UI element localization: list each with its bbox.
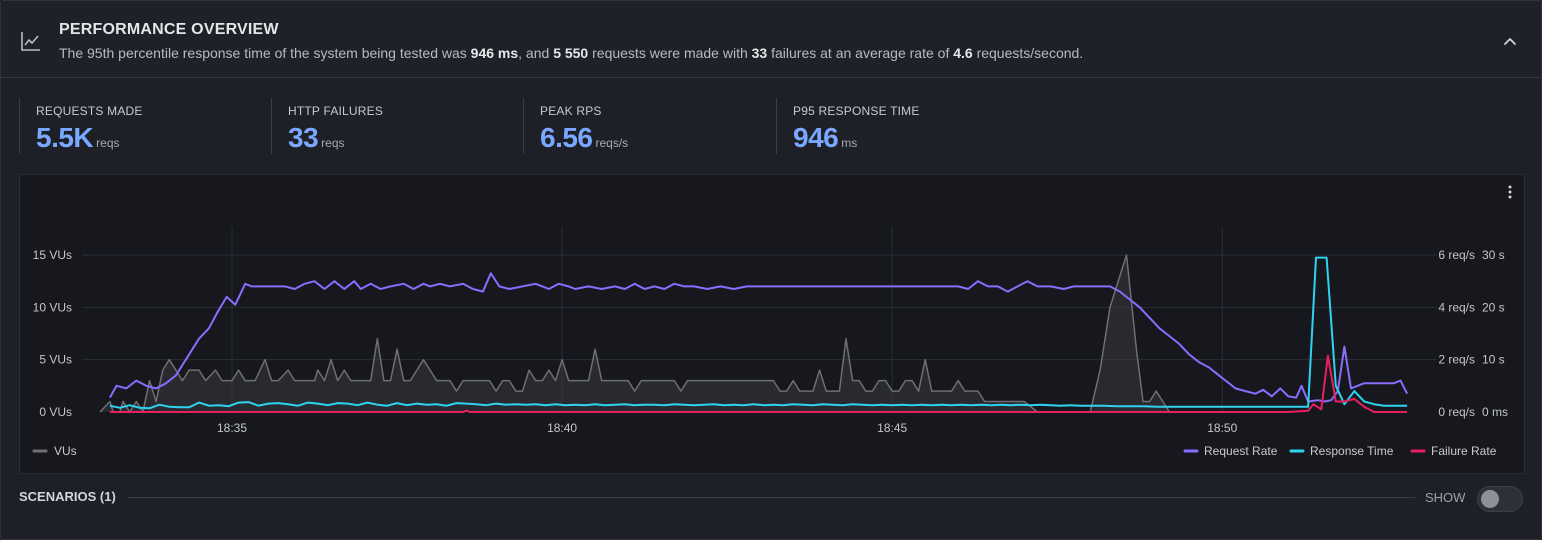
stat-p95-response-time: P95 RESPONSE TIME 946 ms [776, 98, 1029, 154]
summary-failures-value: 33 [751, 45, 768, 61]
stat-unit: reqs [321, 136, 345, 150]
performance-chart: 0 VUs 5 VUs 10 VUs 15 VUs 0 req/s 2 req/s 4 re… [19, 174, 1525, 474]
summary-text: failures at an average rate of [767, 45, 954, 61]
line-chart-icon [21, 32, 40, 51]
x-tick-label: 18:35 [217, 421, 247, 435]
stat-requests-made: REQUESTS MADE 5.5K reqs [19, 98, 272, 154]
stat-label: REQUESTS MADE [36, 104, 143, 118]
stat-value: 33 [288, 122, 319, 153]
x-tick-label: 18:40 [547, 421, 577, 435]
series-line-request-rate [109, 272, 1408, 403]
y-tick-label-response-time: 30 s [1482, 248, 1505, 262]
show-toggle-label: SHOW [1425, 490, 1466, 505]
series-area-vus [100, 255, 1170, 412]
summary-text: , and [518, 45, 554, 61]
legend-label-request-rate: Request Rate [1204, 444, 1278, 458]
stat-label: PEAK RPS [540, 104, 602, 118]
summary-text: requests were made with [588, 45, 752, 61]
stat-peak-rps: PEAK RPS 6.56 reqs/s [523, 98, 776, 154]
y-tick-label-request-rate: 0 req/s [1438, 405, 1475, 419]
y-tick-label-request-rate: 6 req/s [1438, 248, 1475, 262]
scenarios-divider [127, 497, 1415, 498]
series-line-vus [99, 254, 1171, 413]
summary-requests-value: 5 550 [553, 45, 589, 61]
stat-unit: ms [841, 136, 858, 150]
y-tick-label-vus: 15 VUs [33, 248, 72, 262]
x-tick-label: 18:45 [877, 421, 907, 435]
y-tick-label-vus: 0 VUs [39, 405, 72, 419]
panel-summary: The 95th percentile response time of the… [59, 45, 1083, 61]
y-tick-label-request-rate: 2 req/s [1438, 353, 1475, 367]
stat-unit: reqs/s [595, 136, 629, 150]
legend-label-response-time: Response Time [1310, 444, 1394, 458]
x-tick-label: 18:50 [1207, 421, 1237, 435]
show-scenarios-toggle[interactable] [1477, 486, 1523, 512]
series-line-response-time [109, 256, 1408, 410]
scenarios-label[interactable]: SCENARIOS (1) [19, 489, 116, 504]
series-line-failure-rate [109, 354, 1408, 413]
summary-text: requests/second. [972, 45, 1084, 61]
chart-canvas: 0 VUs 5 VUs 10 VUs 15 VUs 0 req/s 2 req/s 4 re… [32, 227, 1508, 458]
stat-http-failures: HTTP FAILURES 33 reqs [271, 98, 524, 154]
more-vertical-icon[interactable] [1503, 183, 1517, 201]
legend-label-failure-rate: Failure Rate [1431, 444, 1497, 458]
y-tick-label-vus: 5 VUs [39, 353, 72, 367]
y-tick-label-response-time: 10 s [1482, 353, 1505, 367]
y-tick-label-vus: 10 VUs [33, 300, 72, 314]
stat-value: 946 [793, 122, 839, 153]
summary-p95-value: 946 ms [470, 45, 519, 61]
summary-rate-value: 4.6 [953, 45, 973, 61]
legend-label-vus: VUs [54, 444, 77, 458]
y-tick-label-response-time: 0 ms [1482, 405, 1508, 419]
chevron-up-icon[interactable] [1499, 31, 1521, 51]
stat-value: 5.5K [36, 122, 94, 153]
stat-value: 6.56 [540, 122, 593, 153]
y-tick-label-request-rate: 4 req/s [1438, 300, 1475, 314]
stat-label: HTTP FAILURES [288, 104, 384, 118]
summary-text: The 95th percentile response time of the… [59, 45, 471, 61]
stat-unit: reqs [96, 136, 120, 150]
stat-label: P95 RESPONSE TIME [793, 104, 920, 118]
panel-title: PERFORMANCE OVERVIEW [59, 21, 279, 38]
panel-header: PERFORMANCE OVERVIEW The 95th percentile… [1, 1, 1541, 78]
y-tick-label-response-time: 20 s [1482, 300, 1505, 314]
toggle-knob [1481, 490, 1499, 508]
